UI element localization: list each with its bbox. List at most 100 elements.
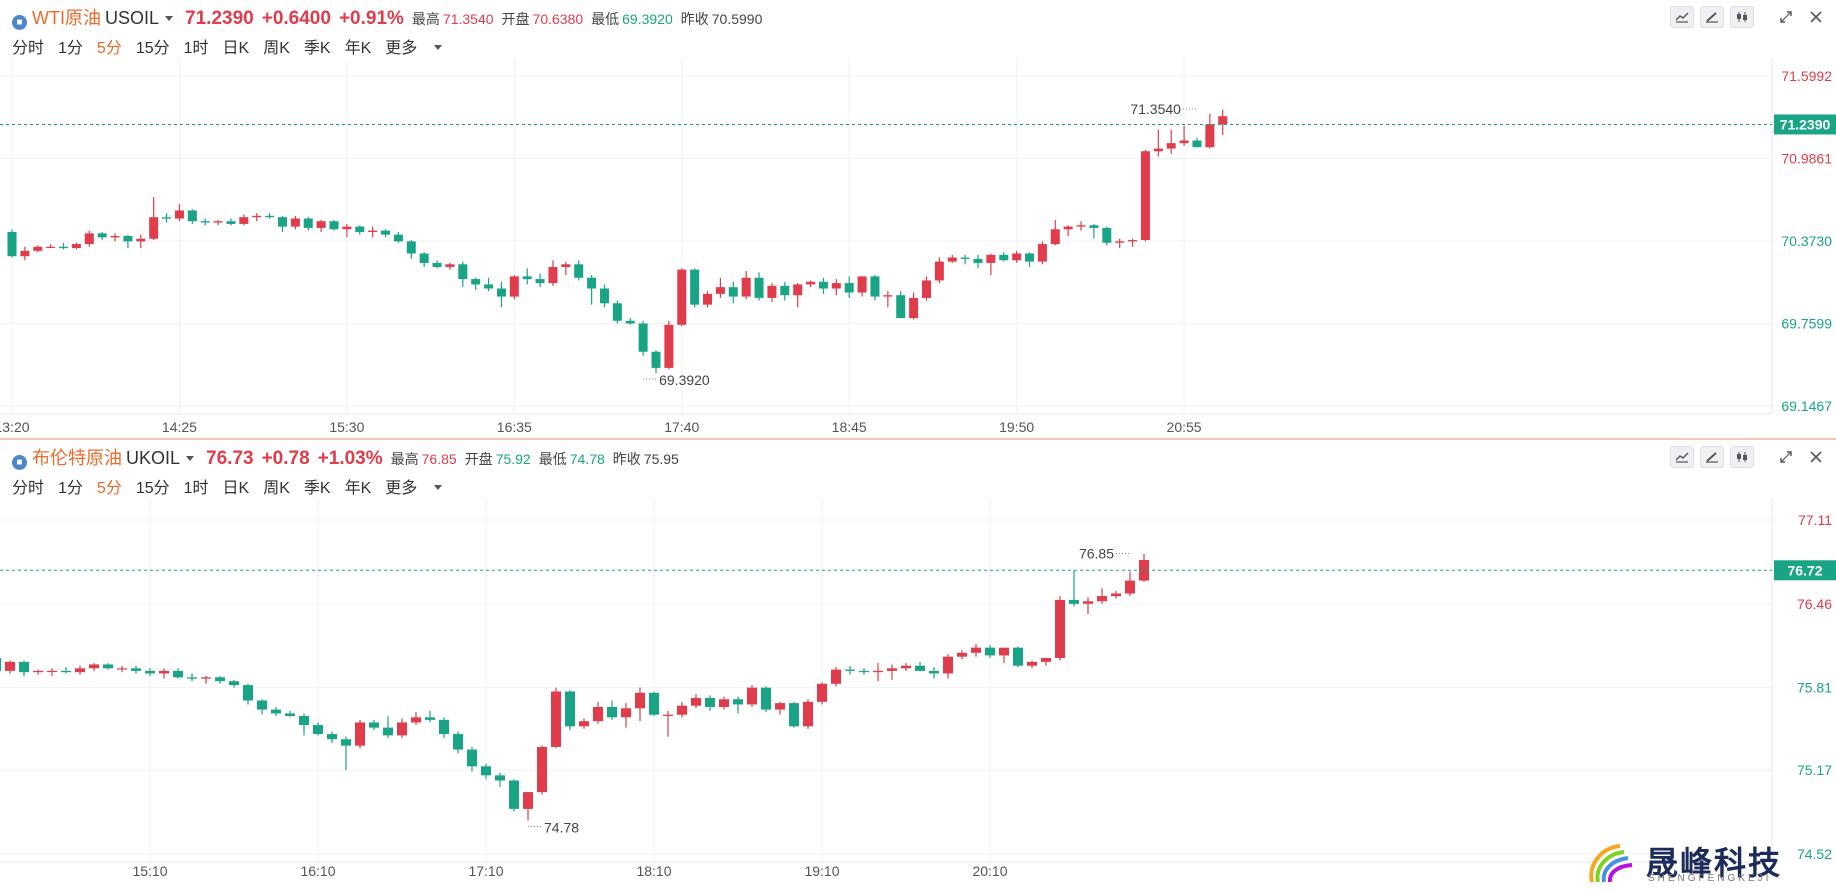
chevron-down-icon [434, 485, 443, 490]
tab-period[interactable]: 1分 [58, 480, 83, 497]
tab-period[interactable]: 周K [263, 480, 290, 497]
period-tabs: 分时 1分 5分 15分 1时 日K 周K 季K 年K 更多 [12, 34, 470, 58]
candle [612, 300, 622, 324]
tab-period[interactable]: 年K [344, 480, 372, 497]
candle [173, 668, 183, 679]
y-tick-label: 71.5992 [1781, 68, 1832, 84]
candle [453, 731, 463, 754]
last-price: 71.2390 [185, 8, 254, 29]
candle-body [239, 217, 249, 224]
symbol-dropdown-caret-icon[interactable] [186, 456, 195, 461]
candle-body [775, 703, 785, 710]
candle-body [587, 277, 597, 289]
candle-body [71, 244, 81, 249]
tab-period[interactable]: 15分 [135, 480, 170, 497]
candle-body [844, 283, 854, 293]
symbol-dropdown-caret-icon[interactable] [165, 16, 174, 21]
candle [383, 716, 393, 738]
candle [1041, 657, 1051, 666]
candlestick-chart[interactable]: 77.11 76.46 75.81 75.17 74.52 15:10 16:10 17:10… [0, 498, 1836, 885]
candle-body [1083, 601, 1093, 604]
tab-period[interactable]: 1时 [183, 40, 209, 57]
candle [733, 696, 743, 714]
tab-period[interactable]: 1分 [58, 40, 83, 57]
candle-body [229, 681, 239, 686]
candle-body [290, 218, 300, 227]
stat-open-value: 75.92 [495, 451, 531, 467]
fullscreen-icon[interactable] [1774, 6, 1798, 28]
tab-period[interactable]: 季K [303, 40, 331, 57]
candle-body [383, 727, 393, 736]
candle [551, 687, 561, 749]
candle-body [1013, 647, 1023, 666]
candle-body [303, 218, 313, 228]
candle-body [243, 685, 253, 701]
symbol-code[interactable]: USOIL [105, 8, 160, 28]
candle [215, 676, 225, 684]
close-icon[interactable] [1804, 6, 1828, 28]
tab-period[interactable]: 日K [222, 40, 250, 57]
tab-period[interactable]: 分时 [12, 480, 45, 497]
symbol-lock-icon: ■ [12, 455, 27, 470]
fullscreen-icon[interactable] [1774, 446, 1798, 468]
x-tick-label: 16:35 [497, 419, 532, 435]
symbol-name[interactable]: 布伦特原油 [32, 448, 122, 468]
close-icon[interactable] [1804, 446, 1828, 468]
candle [471, 277, 481, 290]
current-price-tag [1774, 560, 1836, 581]
candlestick-chart[interactable]: 71.5992 70.9861 70.3730 69.7599 69.1467 13:20… [0, 58, 1836, 438]
candle-body [355, 226, 365, 232]
pen-tool-icon[interactable] [1700, 6, 1724, 28]
candle-body [1069, 599, 1079, 604]
candle-body [453, 734, 463, 750]
candle [1063, 225, 1073, 237]
tab-period[interactable]: 年K [344, 40, 372, 57]
candle [831, 279, 841, 296]
candle-style-icon[interactable] [1730, 6, 1754, 28]
tab-period-active[interactable]: 5分 [96, 480, 122, 497]
candle-body [1063, 226, 1073, 230]
candle [0, 657, 1, 671]
tab-period[interactable]: 15分 [135, 40, 170, 57]
candle-body [921, 280, 931, 298]
candle [901, 663, 911, 671]
candle-body [226, 221, 236, 224]
tab-period-active[interactable]: 5分 [96, 40, 122, 57]
tab-period[interactable]: 周K [263, 40, 290, 57]
line-tool-icon[interactable] [1670, 446, 1694, 468]
panel-header: ■ WTI原油 USOIL 71.2390 +0.6400 +0.91% 最高 … [0, 0, 1836, 57]
candle [509, 779, 519, 812]
candle [226, 218, 236, 226]
candle [896, 291, 906, 319]
tab-period[interactable]: 季K [303, 480, 331, 497]
candle-body [257, 700, 267, 710]
candle [381, 229, 391, 238]
pen-tool-icon[interactable] [1700, 446, 1724, 468]
candle [883, 291, 893, 308]
candle-body [999, 647, 1009, 656]
candle-body [896, 295, 906, 319]
candle-body [1041, 657, 1051, 662]
line-tool-icon[interactable] [1670, 6, 1694, 28]
y-tick-label: 74.52 [1797, 846, 1832, 862]
candle-body [162, 217, 172, 219]
candle [200, 218, 210, 226]
tab-period[interactable]: 1时 [183, 480, 209, 497]
candle [136, 234, 146, 249]
x-tick-label: 20:55 [1167, 419, 1202, 435]
tab-more[interactable]: 更多 [385, 34, 456, 58]
candle [71, 242, 81, 250]
candle-style-icon[interactable] [1730, 446, 1754, 468]
symbol-code[interactable]: UKOIL [126, 448, 181, 468]
tab-period[interactable]: 日K [222, 480, 250, 497]
candle-body [960, 257, 970, 259]
tab-more[interactable]: 更多 [385, 474, 456, 498]
candle [625, 318, 635, 325]
candle [355, 225, 365, 235]
candle-body [1192, 140, 1202, 148]
symbol-name[interactable]: WTI原油 [32, 8, 101, 28]
candle [870, 275, 880, 301]
tab-period[interactable]: 分时 [12, 40, 45, 57]
candle-body [703, 293, 713, 305]
candle-body [174, 210, 184, 219]
